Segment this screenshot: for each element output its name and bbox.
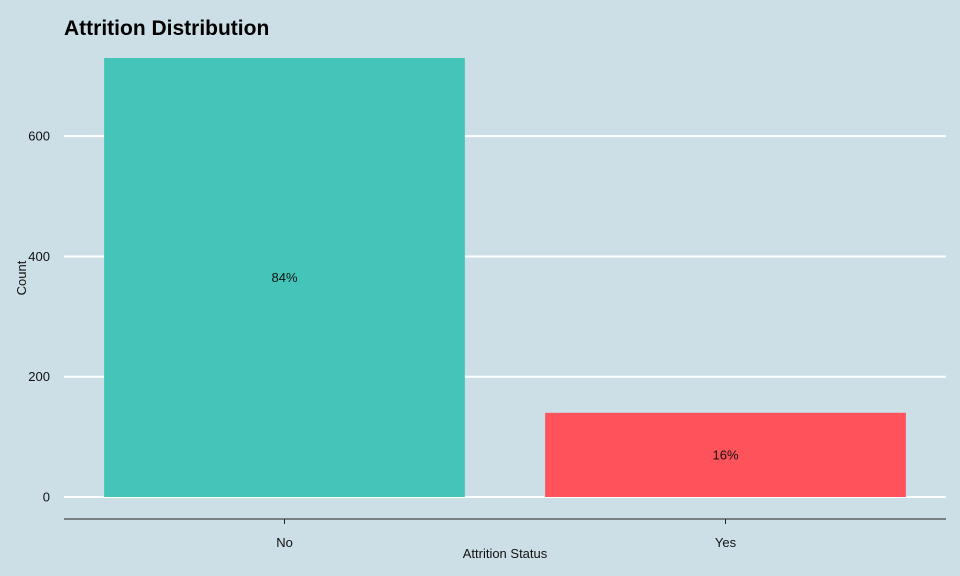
y-tick-labels: 0 200 400 600 — [28, 129, 50, 505]
y-tick-label-200: 200 — [28, 369, 50, 384]
y-tick-label-0: 0 — [43, 490, 50, 505]
x-tick-label-no: No — [276, 535, 293, 550]
y-axis-title: Count — [14, 260, 29, 295]
x-axis-title: Attrition Status — [463, 546, 548, 561]
data-labels: 84% 16% — [271, 270, 738, 462]
x-ticks: No Yes — [276, 519, 737, 550]
x-tick-label-yes: Yes — [715, 535, 737, 550]
bar-yes — [545, 412, 906, 497]
bar-no — [104, 58, 465, 497]
bars — [104, 58, 906, 497]
y-tick-label-400: 400 — [28, 249, 50, 264]
data-label-no: 84% — [271, 270, 297, 285]
data-label-yes: 16% — [712, 447, 738, 462]
chart-title: Attrition Distribution — [64, 17, 269, 40]
y-tick-label-600: 600 — [28, 129, 50, 144]
